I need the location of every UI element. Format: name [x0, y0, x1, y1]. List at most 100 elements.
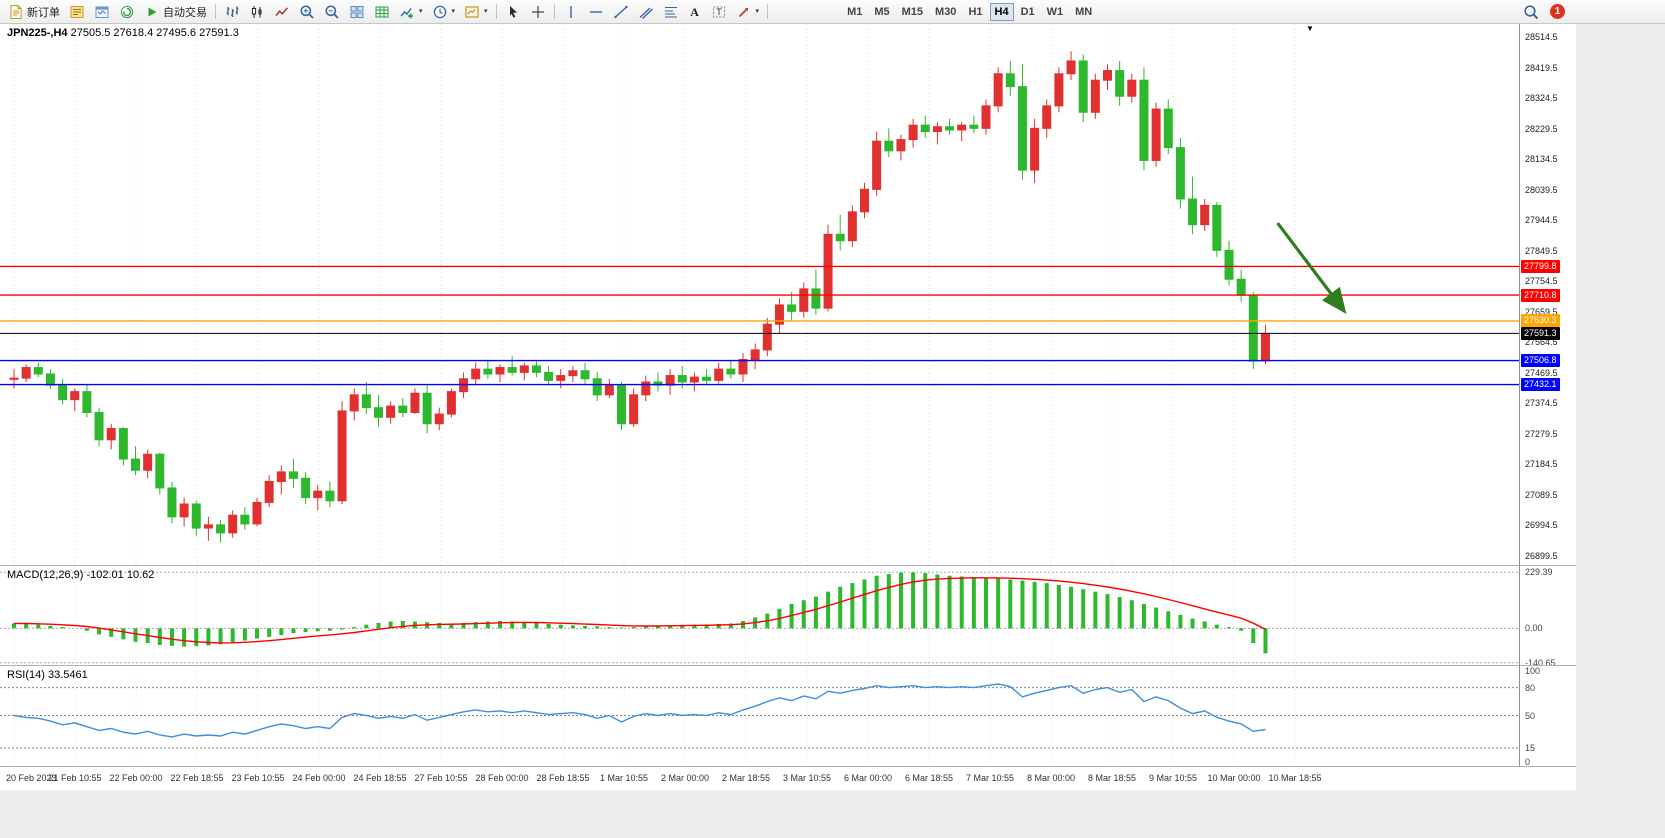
- time-label: 22 Feb 18:55: [170, 773, 224, 783]
- hline-price-badge: 27630.3: [1521, 314, 1560, 328]
- rsi-axis: 100 80 50 15 0: [1520, 665, 1576, 766]
- channel-icon: [639, 7, 653, 19]
- candlestick-chart-button[interactable]: [245, 2, 269, 22]
- zoom-in-button[interactable]: [295, 2, 319, 22]
- rsi-name: RSI(14): [7, 669, 45, 681]
- rsi-canvas[interactable]: [0, 666, 1519, 766]
- clock-icon: [433, 5, 446, 18]
- macd-canvas[interactable]: [0, 566, 1519, 665]
- crosshair-button[interactable]: [526, 2, 550, 22]
- vertical-line-tool-button[interactable]: [559, 2, 583, 22]
- time-axis[interactable]: 20 Feb 2023 21 Feb 10:55 22 Feb 00:00 22 Fe…: [0, 766, 1520, 790]
- main-plot[interactable]: JPN225-,H4 27505.5 27618.4 27495.6 27591…: [0, 24, 1520, 565]
- zoom-out-button[interactable]: [320, 2, 344, 22]
- timeframe-button-d1[interactable]: D1: [1020, 5, 1035, 18]
- price-tick: 27184.5: [1525, 459, 1558, 470]
- timeframe-buttons: M1 M5 M15 M30 H1 H4 D1 W1 MN: [842, 2, 1097, 21]
- axis-corner: [1520, 766, 1576, 790]
- hline-price-badge: 27799.8: [1521, 259, 1560, 273]
- price-tick: 28514.5: [1525, 32, 1558, 42]
- auto-trading-button[interactable]: 自动交易: [140, 2, 211, 22]
- arrows-tool-button[interactable]: ▾: [732, 2, 764, 22]
- price-tick: 26899.5: [1525, 550, 1558, 561]
- fibonacci-tool-button[interactable]: [659, 2, 683, 22]
- macd-axis-tick: 0.00: [1525, 623, 1543, 634]
- time-label: 28 Feb 00:00: [475, 773, 529, 783]
- data-window-icon: [95, 6, 109, 18]
- vertical-line-icon: [569, 5, 572, 18]
- hline-price-badge: 27432.1: [1521, 378, 1560, 392]
- search-button[interactable]: [1519, 2, 1543, 22]
- price-tick: 27754.5: [1525, 276, 1558, 286]
- macd-signal-line: [13, 577, 1266, 644]
- templates-button[interactable]: ▾: [460, 2, 492, 22]
- time-label: 3 Mar 10:55: [782, 773, 832, 783]
- price-tick: 28229.5: [1525, 123, 1558, 134]
- time-label: 23 Feb 10:55: [231, 773, 285, 783]
- templates-icon: [465, 6, 479, 17]
- new-order-button[interactable]: 新订单: [4, 2, 64, 22]
- crosshair-icon: [531, 5, 544, 18]
- text-tool-icon: A: [690, 4, 699, 19]
- annotation-arrow: [1276, 222, 1347, 314]
- market-watch-icon: [70, 5, 84, 18]
- zoom-in-icon: [300, 4, 314, 19]
- macd-axis-tick: -140.65: [1525, 657, 1556, 665]
- data-window-button[interactable]: [90, 2, 114, 22]
- grid-toggle-button[interactable]: [370, 2, 394, 22]
- text-tool-button[interactable]: A: [684, 2, 706, 22]
- cursor-button[interactable]: [501, 2, 525, 22]
- hline-price-badge: 27506.8: [1521, 354, 1560, 368]
- time-label: 27 Feb 10:55: [414, 773, 468, 783]
- macd-plot[interactable]: MACD(12,26,9) -102.01 10.62: [0, 565, 1520, 665]
- tile-windows-button[interactable]: [345, 2, 369, 22]
- chevron-down-icon: ▾: [451, 8, 456, 15]
- timeframe-button-m30[interactable]: M30: [935, 5, 957, 18]
- chevron-down-icon: ▾: [484, 8, 488, 15]
- horizontal-line-tool-button[interactable]: [584, 2, 608, 22]
- notification-badge[interactable]: 1: [1550, 4, 1565, 19]
- time-label: 22 Feb 00:00: [109, 773, 163, 783]
- time-label: 10 Mar 18:55: [1268, 773, 1322, 783]
- time-label: 8 Mar 18:55: [1087, 773, 1137, 783]
- rsi-label: RSI(14) 33.5461: [7, 669, 88, 681]
- navigator-button[interactable]: [115, 2, 139, 22]
- timeframe-button-m1[interactable]: M1: [847, 5, 863, 18]
- new-order-icon: [10, 4, 22, 19]
- timeframe-button-w1[interactable]: W1: [1046, 5, 1064, 18]
- toolbar-separator: [553, 4, 555, 19]
- rsi-plot[interactable]: RSI(14) 33.5461: [0, 665, 1520, 766]
- price-tick: 27374.5: [1525, 398, 1558, 409]
- grid-icon: [375, 6, 389, 17]
- timeframe-button-h1[interactable]: H1: [968, 5, 983, 18]
- line-chart-button[interactable]: [270, 2, 294, 22]
- timeframe-button-h4[interactable]: H4: [989, 2, 1014, 21]
- time-label: 2 Mar 00:00: [660, 773, 710, 783]
- timeframe-button-m5[interactable]: M5: [874, 5, 890, 18]
- price-tick: 28039.5: [1525, 184, 1558, 195]
- toolbar-separator: [215, 4, 216, 19]
- macd-values: -102.01 10.62: [86, 569, 155, 581]
- timeframe-button-mn[interactable]: MN: [1075, 5, 1093, 18]
- rsi-value: 33.5461: [47, 669, 88, 681]
- indicators-button[interactable]: ▾: [395, 2, 427, 22]
- toolbar-separator: [495, 4, 497, 19]
- timeframe-button-m15[interactable]: M15: [901, 5, 924, 18]
- market-watch-button[interactable]: [65, 2, 89, 22]
- candlestick-chart-canvas[interactable]: [0, 24, 1519, 565]
- rsi-axis-tick: 0: [1525, 757, 1531, 766]
- main-price-axis[interactable]: 28514.5 28419.5 28324.5 28229.5 28134.5 28039…: [1520, 24, 1576, 565]
- rsi-line: [13, 683, 1266, 738]
- price-tick: 27469.5: [1525, 367, 1558, 378]
- navigator-icon: [120, 5, 134, 18]
- label-tool-button[interactable]: T: [707, 2, 731, 22]
- bar-chart-button[interactable]: [220, 2, 244, 22]
- periods-button[interactable]: ▾: [428, 2, 460, 22]
- macd-name: MACD(12,26,9): [7, 569, 84, 581]
- time-label: 21 Feb 10:55: [48, 773, 102, 783]
- time-label: 1 Mar 10:55: [599, 773, 649, 783]
- channel-tool-button[interactable]: [634, 2, 658, 22]
- chart-ohlc-values: 27505.5 27618.4 27495.6 27591.3: [70, 27, 239, 39]
- new-order-label: 新订单: [27, 6, 60, 19]
- trendline-tool-button[interactable]: [609, 2, 633, 22]
